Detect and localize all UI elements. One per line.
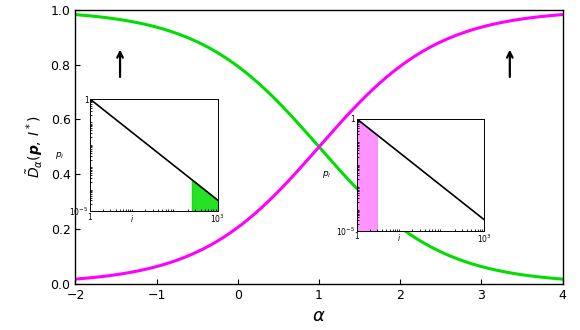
Y-axis label: $\tilde{D}_{\alpha}(\boldsymbol{p},\,I^*)$: $\tilde{D}_{\alpha}(\boldsymbol{p},\,I^*… (24, 115, 45, 178)
Y-axis label: $p_i$: $p_i$ (55, 149, 64, 161)
Y-axis label: $p_i$: $p_i$ (322, 169, 331, 181)
X-axis label: $\alpha$: $\alpha$ (312, 307, 326, 325)
